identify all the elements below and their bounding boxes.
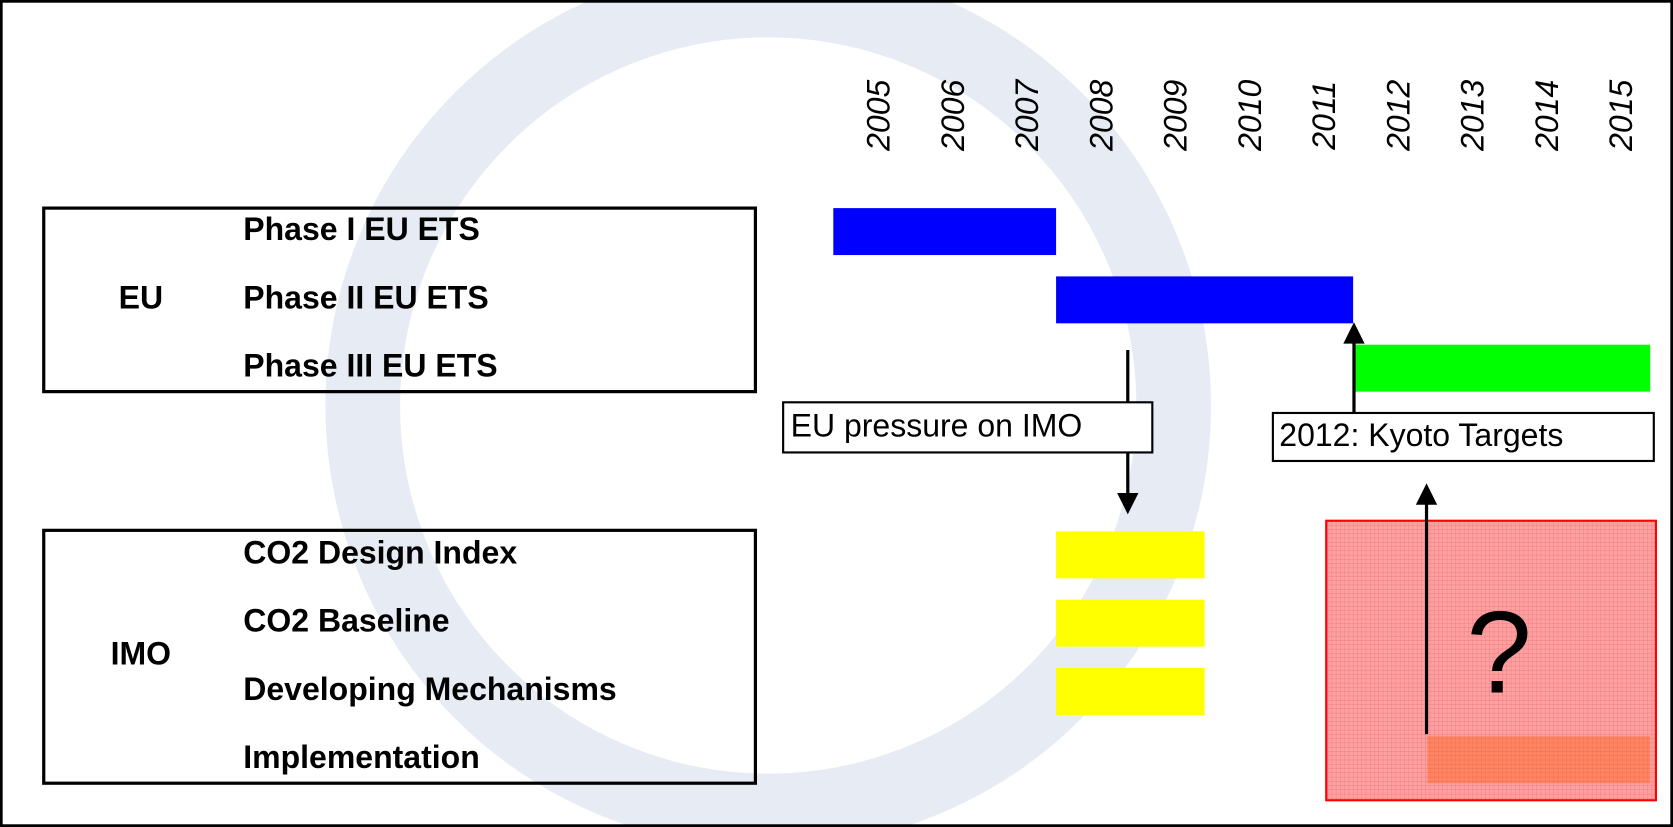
- row-label: Implementation: [243, 739, 479, 775]
- group-label: IMO: [111, 636, 171, 672]
- note: 2012: Kyoto Targets: [1279, 417, 1563, 453]
- year-label: 2010: [1232, 79, 1268, 151]
- row-label: Developing Mechanisms: [243, 671, 616, 707]
- year-label: 2008: [1083, 79, 1119, 151]
- group-label: EU: [119, 279, 163, 315]
- year-label: 2014: [1529, 80, 1565, 152]
- year-label: 2005: [861, 79, 897, 151]
- year-label: 2013: [1455, 79, 1491, 151]
- note: EU pressure on IMO: [791, 407, 1083, 443]
- row-label: Phase III EU ETS: [243, 348, 497, 384]
- timeline-bar: [1353, 345, 1650, 392]
- row-label: Phase II EU ETS: [243, 279, 488, 315]
- row-label: Phase I EU ETS: [243, 211, 480, 247]
- row-label: CO2 Design Index: [243, 534, 517, 570]
- timeline-bar: [1056, 276, 1353, 323]
- slide: ? EU pressure on IMO 2012: Kyoto Targets…: [0, 0, 1673, 827]
- timeline-bar: [833, 208, 1056, 255]
- year-label: 2015: [1603, 79, 1639, 151]
- timeline-bar: [1056, 600, 1205, 647]
- year-label: 2006: [935, 79, 971, 151]
- year-label: 2012: [1380, 79, 1416, 151]
- timeline-bar: [1056, 668, 1205, 715]
- timeline-bar: [1056, 531, 1205, 578]
- year-label: 2007: [1009, 78, 1045, 151]
- year-label: 2009: [1158, 79, 1194, 151]
- row-label: CO2 Baseline: [243, 603, 449, 639]
- question-mark: ?: [1466, 587, 1531, 718]
- year-label: 2011: [1306, 81, 1342, 151]
